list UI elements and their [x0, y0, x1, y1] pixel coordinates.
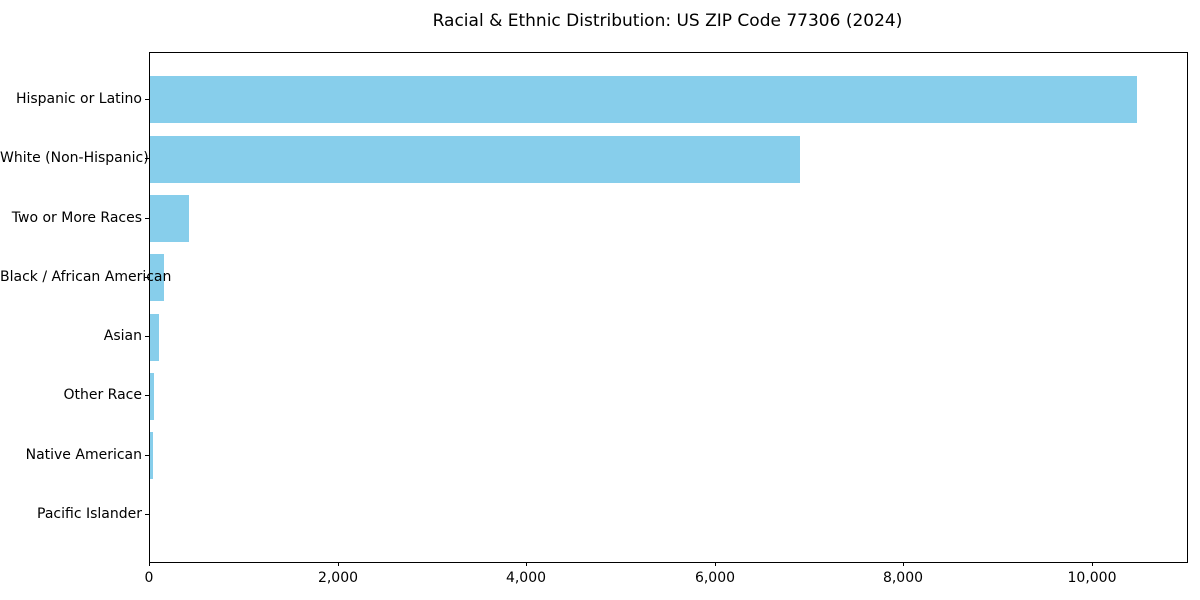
y-tick-label: Hispanic or Latino [15, 91, 142, 107]
y-tick-mark [145, 336, 149, 337]
y-tick-label: Native American [25, 447, 142, 463]
x-tick-label: 10,000 [1067, 570, 1117, 586]
x-tick-mark [1092, 562, 1093, 566]
y-tick-label: White (Non-Hispanic) [0, 150, 149, 166]
y-tick-mark [145, 514, 149, 515]
x-tick-mark [903, 562, 904, 566]
x-tick-mark [149, 562, 150, 566]
y-tick-mark [145, 455, 149, 456]
bar-two-or-more-races [150, 195, 189, 242]
chart-title: Racial & Ethnic Distribution: US ZIP Cod… [432, 11, 903, 31]
y-tick-label: Other Race [63, 387, 142, 403]
y-tick-mark [145, 218, 149, 219]
y-tick-mark [145, 158, 149, 159]
bar-asian [150, 314, 159, 361]
y-tick-label: Two or More Races [11, 210, 142, 226]
x-tick-mark [526, 562, 527, 566]
x-tick-label: 6,000 [694, 570, 736, 586]
y-tick-mark [145, 277, 149, 278]
y-tick-label: Pacific Islander [37, 506, 142, 522]
x-tick-label: 8,000 [882, 570, 924, 586]
x-tick-mark [338, 562, 339, 566]
bar-white-non-hispanic- [150, 136, 800, 183]
x-tick-label: 4,000 [505, 570, 547, 586]
y-tick-label: Black / African American [0, 269, 172, 285]
bar-native-american [150, 432, 153, 479]
y-tick-mark [145, 395, 149, 396]
plot-area [149, 52, 1188, 563]
x-tick-mark [715, 562, 716, 566]
y-tick-label: Asian [103, 328, 142, 344]
bar-other-race [150, 373, 154, 420]
y-tick-mark [145, 99, 149, 100]
bar-black-african-american [150, 254, 164, 301]
x-tick-label: 0 [144, 570, 154, 586]
bar-hispanic-or-latino [150, 76, 1137, 123]
x-tick-label: 2,000 [317, 570, 359, 586]
